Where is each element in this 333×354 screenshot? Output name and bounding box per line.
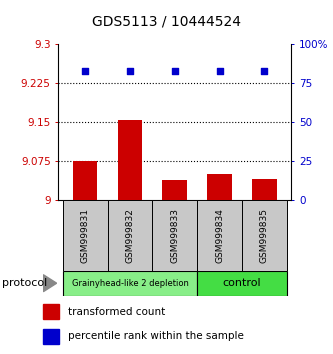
Point xyxy=(217,68,222,74)
Bar xyxy=(73,161,98,200)
Text: GSM999835: GSM999835 xyxy=(260,208,269,263)
Bar xyxy=(43,304,59,319)
Point xyxy=(83,68,88,74)
Point xyxy=(172,68,177,74)
Bar xyxy=(207,174,232,200)
Point xyxy=(262,68,267,74)
Text: protocol: protocol xyxy=(2,278,47,288)
Bar xyxy=(108,200,153,271)
Bar xyxy=(163,180,187,200)
Bar xyxy=(63,200,108,271)
Bar xyxy=(63,271,197,296)
Bar xyxy=(118,120,142,200)
Text: GSM999832: GSM999832 xyxy=(126,208,135,263)
Text: control: control xyxy=(223,278,261,288)
Polygon shape xyxy=(43,275,57,292)
Bar xyxy=(252,179,277,200)
Text: GSM999831: GSM999831 xyxy=(81,208,90,263)
Bar xyxy=(197,271,287,296)
Bar xyxy=(43,329,59,344)
Bar xyxy=(242,200,287,271)
Text: transformed count: transformed count xyxy=(68,307,165,316)
Text: GDS5113 / 10444524: GDS5113 / 10444524 xyxy=(92,14,241,28)
Text: Grainyhead-like 2 depletion: Grainyhead-like 2 depletion xyxy=(72,279,188,288)
Point xyxy=(127,68,133,74)
Text: GSM999833: GSM999833 xyxy=(170,208,179,263)
Bar xyxy=(153,200,197,271)
Bar xyxy=(197,200,242,271)
Text: percentile rank within the sample: percentile rank within the sample xyxy=(68,331,244,341)
Text: GSM999834: GSM999834 xyxy=(215,208,224,263)
